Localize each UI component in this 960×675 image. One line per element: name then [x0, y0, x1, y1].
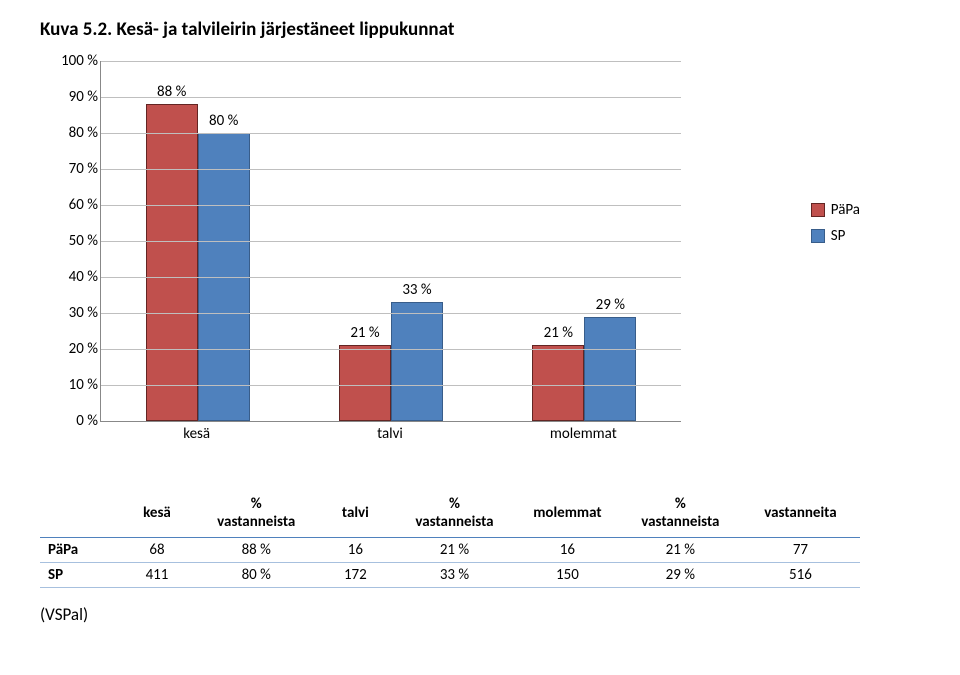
- y-tick-label: 30 %: [42, 304, 98, 322]
- table-cell: 21 %: [620, 538, 741, 563]
- bar-column: 33 %: [391, 302, 443, 421]
- table-cell: 411: [118, 563, 195, 588]
- table-header-cell: vastanneita: [741, 491, 860, 538]
- y-tick-label: 40 %: [42, 268, 98, 286]
- table-header-cell: talvi: [317, 491, 394, 538]
- table-cell: 516: [741, 563, 860, 588]
- page-title: Kuva 5.2. Kesä- ja talvileirin järjestän…: [40, 18, 920, 41]
- bar: [584, 317, 636, 421]
- page-root: Kuva 5.2. Kesä- ja talvileirin järjestän…: [0, 0, 960, 675]
- grid-line: [101, 385, 681, 386]
- grid-line: [101, 133, 681, 134]
- table-cell: 172: [317, 563, 394, 588]
- data-table-wrap: kesä%vastanneistatalvi%vastanneistamolem…: [40, 491, 920, 588]
- table-cell: 16: [515, 538, 620, 563]
- plot-area: 88 %80 %21 %33 %21 %29 %: [100, 61, 681, 422]
- y-tick-label: 10 %: [42, 376, 98, 394]
- legend-label: SP: [831, 227, 846, 245]
- chart: 0 %10 %20 %30 %40 %50 %60 %70 %80 %90 %1…: [100, 61, 860, 461]
- grid-line: [101, 169, 681, 170]
- bar: [532, 345, 584, 421]
- grid-line: [101, 313, 681, 314]
- grid-line: [101, 61, 681, 62]
- footer-note: (VSPal): [40, 604, 920, 625]
- bar: [146, 104, 198, 421]
- bar-column: 29 %: [584, 317, 636, 421]
- legend-label: PäPa: [831, 201, 860, 219]
- table-header-cell: [40, 491, 118, 538]
- bar-column: 21 %: [339, 345, 391, 421]
- legend-item: SP: [811, 227, 860, 245]
- grid-line: [101, 349, 681, 350]
- table-row-label: SP: [40, 563, 118, 588]
- grid-line: [101, 241, 681, 242]
- table-header-cell: %vastanneista: [196, 491, 317, 538]
- table-cell: 88 %: [196, 538, 317, 563]
- table-row: SP41180 %17233 %15029 %516: [40, 563, 860, 588]
- y-tick-label: 20 %: [42, 340, 98, 358]
- y-tick-label: 0 %: [42, 412, 98, 430]
- y-tick-label: 60 %: [42, 196, 98, 214]
- table-header-cell: %vastanneista: [394, 491, 515, 538]
- table-header-cell: molemmat: [515, 491, 620, 538]
- table-cell: 16: [317, 538, 394, 563]
- x-axis-label: molemmat: [487, 425, 680, 443]
- y-tick-label: 90 %: [42, 88, 98, 106]
- bar-value-label: 21 %: [350, 324, 379, 342]
- grid-line: [101, 205, 681, 206]
- y-tick-label: 80 %: [42, 124, 98, 142]
- bar-value-label: 88 %: [157, 83, 186, 101]
- table-cell: 150: [515, 563, 620, 588]
- table-cell: 68: [118, 538, 195, 563]
- y-axis: 0 %10 %20 %30 %40 %50 %60 %70 %80 %90 %1…: [42, 61, 98, 421]
- y-tick-label: 100 %: [42, 52, 98, 70]
- legend-item: PäPa: [811, 201, 860, 219]
- bar-value-label: 80 %: [209, 112, 238, 130]
- bar: [339, 345, 391, 421]
- data-table: kesä%vastanneistatalvi%vastanneistamolem…: [40, 491, 860, 588]
- table-header-cell: %vastanneista: [620, 491, 741, 538]
- legend: PäPa SP: [811, 201, 860, 253]
- bar: [391, 302, 443, 421]
- table-cell: 80 %: [196, 563, 317, 588]
- table-cell: 33 %: [394, 563, 515, 588]
- grid-line: [101, 97, 681, 98]
- grid-line: [101, 277, 681, 278]
- table-cell: 29 %: [620, 563, 741, 588]
- y-tick-label: 70 %: [42, 160, 98, 178]
- bar-value-label: 29 %: [596, 296, 625, 314]
- table-header-cell: kesä: [118, 491, 195, 538]
- y-tick-label: 50 %: [42, 232, 98, 250]
- bar-value-label: 21 %: [544, 324, 573, 342]
- x-axis-label: talvi: [293, 425, 486, 443]
- legend-swatch: [811, 229, 825, 243]
- legend-swatch: [811, 203, 825, 217]
- table-row: PäPa6888 %1621 %1621 %77: [40, 538, 860, 563]
- x-axis-labels: kesätalvimolemmat: [100, 425, 680, 443]
- bar-value-label: 33 %: [402, 281, 431, 299]
- table-row-label: PäPa: [40, 538, 118, 563]
- table-cell: 77: [741, 538, 860, 563]
- bar-column: 88 %: [146, 104, 198, 421]
- bar-column: 21 %: [532, 345, 584, 421]
- table-cell: 21 %: [394, 538, 515, 563]
- x-axis-label: kesä: [100, 425, 293, 443]
